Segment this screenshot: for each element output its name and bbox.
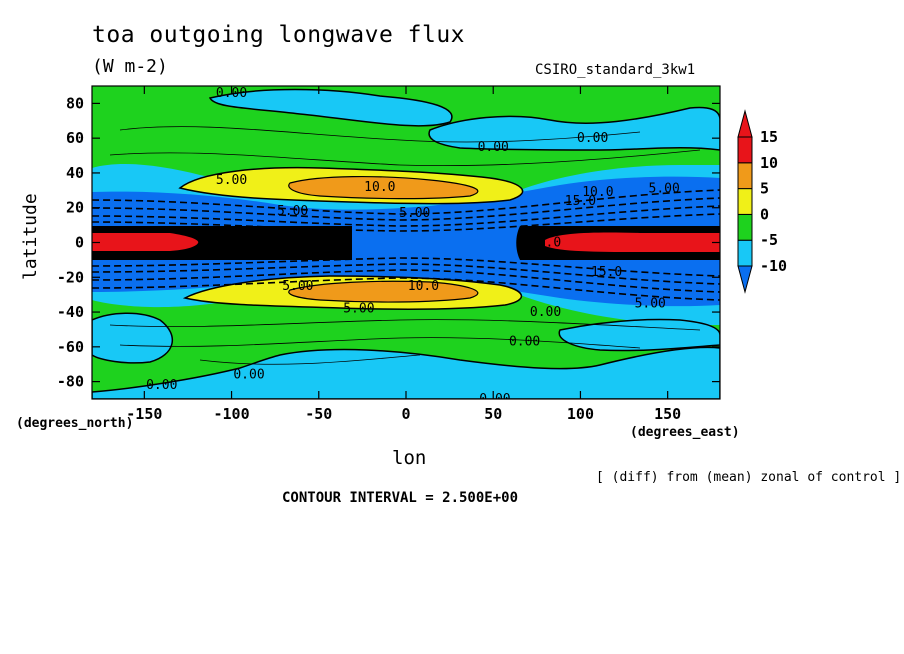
x-unit-label: (degrees_east) [630, 425, 740, 440]
contour-label: 0.00 [479, 392, 510, 407]
y-axis: 80 60 40 20 0 -20 -40 -60 -80 [57, 94, 720, 391]
contour-label: 10.0 [364, 180, 395, 195]
x-tick-label: -100 [213, 405, 249, 423]
plot-area: 0.00 0.00 0.00 5.00 10.0 10.0 5.00 5.00 5.00 15.0… [92, 86, 720, 407]
y-tick-label: -60 [57, 338, 84, 356]
x-axis-label: lon [392, 447, 427, 469]
colorbar-segment [737, 213, 753, 241]
negative-region-south-east [558, 318, 720, 352]
contour-label: 5.00 [635, 296, 666, 311]
colorbar-label: 10 [760, 154, 778, 172]
contour-label: 10.0 [582, 185, 613, 200]
colorbar-high-arrow [737, 109, 753, 138]
difference-note: [ (diff) from (mean) zonal of control ] [596, 470, 902, 485]
negative-region-south [92, 346, 720, 399]
colorbar-label: 0 [760, 205, 769, 223]
y-tick-label: 20 [66, 199, 84, 217]
negative-region-north-east [428, 106, 720, 151]
colorbar: 15 10 5 0 -5 -10 [737, 109, 787, 294]
strong-negative-band-north [92, 176, 720, 228]
contour-label: 0.00 [478, 140, 509, 155]
max-region-south [288, 280, 479, 303]
colorbar-label: 5 [760, 180, 769, 198]
negative-region-north [208, 88, 453, 127]
colorbar-label: 15 [760, 128, 778, 146]
colorbar-segment [737, 162, 753, 190]
contour-label: 10.0 [408, 279, 439, 294]
contour-label: 5.00 [399, 206, 430, 221]
contour-label: 15.0 [591, 265, 622, 280]
colorbar-segment [737, 239, 753, 267]
y-axis-label: latitude [20, 193, 41, 280]
x-tick-label: 100 [567, 405, 594, 423]
x-tick-label: 150 [654, 405, 681, 423]
y-tick-label: 80 [66, 94, 84, 112]
y-unit-label: (degrees_north) [16, 416, 134, 431]
contour-label: 5.00 [343, 302, 374, 317]
contour-label: 5.00 [649, 182, 680, 197]
contour-label: 0.00 [577, 131, 608, 146]
colorbar-label: -10 [760, 257, 787, 275]
contour-label: 0.00 [530, 305, 561, 320]
x-axis: -150 -100 -50 0 50 100 150 [126, 86, 681, 423]
chart-title: toa outgoing longwave flux [92, 22, 466, 48]
chart-units: (W m-2) [92, 56, 168, 77]
y-tick-label: -20 [57, 268, 84, 286]
contour-label: 0.00 [146, 378, 177, 393]
contour-label: 5.00 [277, 204, 308, 219]
contour-label: 5.00 [216, 173, 247, 188]
max-region-east [545, 232, 720, 252]
contour-label: 0.00 [509, 335, 540, 350]
max-region-west [92, 233, 199, 251]
y-tick-label: 0 [75, 234, 84, 252]
y-tick-label: 60 [66, 129, 84, 147]
y-tick-label: -80 [57, 373, 84, 391]
thin-contours [109, 126, 701, 365]
colorbar-segment [737, 188, 753, 215]
contour-interval: CONTOUR INTERVAL = 2.500E+00 [282, 490, 519, 506]
contour-label: 5.00 [282, 279, 313, 294]
dashed-contours [92, 189, 720, 301]
x-tick-label: -150 [126, 405, 162, 423]
colorbar-low-arrow [737, 265, 753, 294]
x-tick-label: 50 [484, 405, 502, 423]
contour-labels: 0.00 0.00 0.00 5.00 10.0 10.0 5.00 5.00 5.00 15.0… [146, 86, 680, 407]
contour-label: 0.00 [233, 368, 264, 383]
colorbar-label: -5 [760, 231, 778, 249]
model-name: CSIRO_standard_3kw1 [535, 62, 696, 78]
y-tick-label: -40 [57, 303, 84, 321]
negative-region-south-west [92, 312, 174, 364]
max-region-north [288, 175, 479, 200]
y-tick-label: 40 [66, 164, 84, 182]
contour-label: 15.0 [530, 236, 561, 251]
strong-negative-band-south [92, 258, 720, 307]
x-tick-label: 0 [401, 405, 410, 423]
x-tick-label: -50 [305, 405, 332, 423]
contour-label: 15.0 [565, 194, 596, 209]
colorbar-segment [737, 136, 753, 164]
